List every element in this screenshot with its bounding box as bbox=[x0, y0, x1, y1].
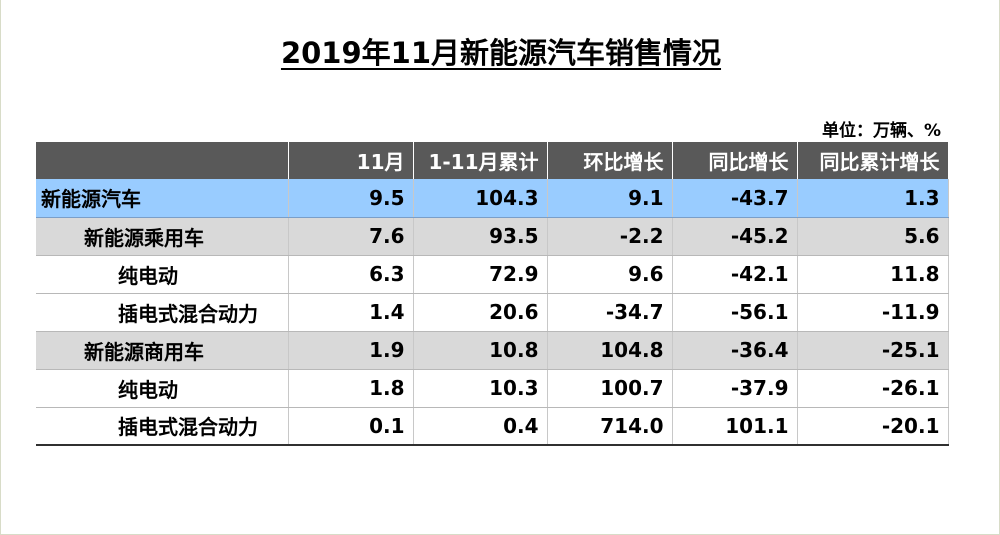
cell-yoy-cumulative-growth: 5.6 bbox=[797, 217, 949, 256]
row-label: 新能源汽车 bbox=[36, 179, 289, 218]
table-row: 纯电动 6.3 72.9 9.6 -42.1 11.8 bbox=[36, 255, 949, 294]
cell-yoy-cumulative-growth: -25.1 bbox=[797, 331, 949, 370]
cell-yoy-cumulative-growth: -26.1 bbox=[797, 369, 949, 408]
cell-mom-growth: 100.7 bbox=[547, 369, 673, 408]
cell-mom-growth: 714.0 bbox=[547, 407, 673, 446]
cell-cumulative: 20.6 bbox=[413, 293, 548, 332]
column-header-yoy-growth: 同比增长 bbox=[672, 142, 798, 179]
cell-cumulative: 10.3 bbox=[413, 369, 548, 408]
table-row: 插电式混合动力 0.1 0.4 714.0 101.1 -20.1 bbox=[36, 407, 949, 446]
cell-november: 0.1 bbox=[288, 407, 414, 446]
column-header-category bbox=[36, 142, 289, 179]
table-header-row: 11月 1-11月累计 环比增长 同比增长 同比累计增长 bbox=[36, 142, 949, 179]
cell-mom-growth: 104.8 bbox=[547, 331, 673, 370]
cell-yoy-growth: -36.4 bbox=[672, 331, 798, 370]
cell-november: 1.9 bbox=[288, 331, 414, 370]
cell-november: 1.4 bbox=[288, 293, 414, 332]
cell-mom-growth: -2.2 bbox=[547, 217, 673, 256]
row-label: 插电式混合动力 bbox=[36, 407, 289, 446]
cell-november: 1.8 bbox=[288, 369, 414, 408]
row-label: 新能源乘用车 bbox=[36, 217, 289, 256]
table-row: 纯电动 1.8 10.3 100.7 -37.9 -26.1 bbox=[36, 369, 949, 408]
cell-yoy-cumulative-growth: -20.1 bbox=[797, 407, 949, 446]
cell-yoy-growth: -42.1 bbox=[672, 255, 798, 294]
table-row: 新能源乘用车 7.6 93.5 -2.2 -45.2 5.6 bbox=[36, 217, 949, 256]
cell-cumulative: 10.8 bbox=[413, 331, 548, 370]
sales-table: 11月 1-11月累计 环比增长 同比增长 同比累计增长 新能源汽车 9.5 1… bbox=[36, 142, 949, 446]
cell-yoy-cumulative-growth: -11.9 bbox=[797, 293, 949, 332]
cell-yoy-growth: -37.9 bbox=[672, 369, 798, 408]
cell-november: 7.6 bbox=[288, 217, 414, 256]
cell-yoy-cumulative-growth: 11.8 bbox=[797, 255, 949, 294]
column-header-cumulative: 1-11月累计 bbox=[413, 142, 548, 179]
cell-november: 9.5 bbox=[288, 179, 414, 218]
cell-yoy-growth: -45.2 bbox=[672, 217, 798, 256]
row-label: 插电式混合动力 bbox=[36, 293, 289, 332]
cell-yoy-growth: 101.1 bbox=[672, 407, 798, 446]
cell-cumulative: 104.3 bbox=[413, 179, 548, 218]
column-header-november: 11月 bbox=[288, 142, 414, 179]
unit-note: 单位：万辆、% bbox=[821, 121, 941, 141]
cell-mom-growth: -34.7 bbox=[547, 293, 673, 332]
cell-cumulative: 93.5 bbox=[413, 217, 548, 256]
cell-yoy-growth: -43.7 bbox=[672, 179, 798, 218]
row-label: 新能源商用车 bbox=[36, 331, 289, 370]
cell-mom-growth: 9.1 bbox=[547, 179, 673, 218]
cell-mom-growth: 9.6 bbox=[547, 255, 673, 294]
table-row: 新能源汽车 9.5 104.3 9.1 -43.7 1.3 bbox=[36, 179, 949, 218]
column-header-yoy-cumulative-growth: 同比累计增长 bbox=[797, 142, 949, 179]
row-label: 纯电动 bbox=[36, 255, 289, 294]
cell-yoy-cumulative-growth: 1.3 bbox=[797, 179, 949, 218]
cell-november: 6.3 bbox=[288, 255, 414, 294]
column-header-mom-growth: 环比增长 bbox=[547, 142, 673, 179]
cell-cumulative: 72.9 bbox=[413, 255, 548, 294]
row-label: 纯电动 bbox=[36, 369, 289, 408]
table-row: 新能源商用车 1.9 10.8 104.8 -36.4 -25.1 bbox=[36, 331, 949, 370]
cell-yoy-growth: -56.1 bbox=[672, 293, 798, 332]
page-title: 2019年11月新能源汽车销售情况 bbox=[280, 36, 722, 70]
cell-cumulative: 0.4 bbox=[413, 407, 548, 446]
table-row: 插电式混合动力 1.4 20.6 -34.7 -56.1 -11.9 bbox=[36, 293, 949, 332]
